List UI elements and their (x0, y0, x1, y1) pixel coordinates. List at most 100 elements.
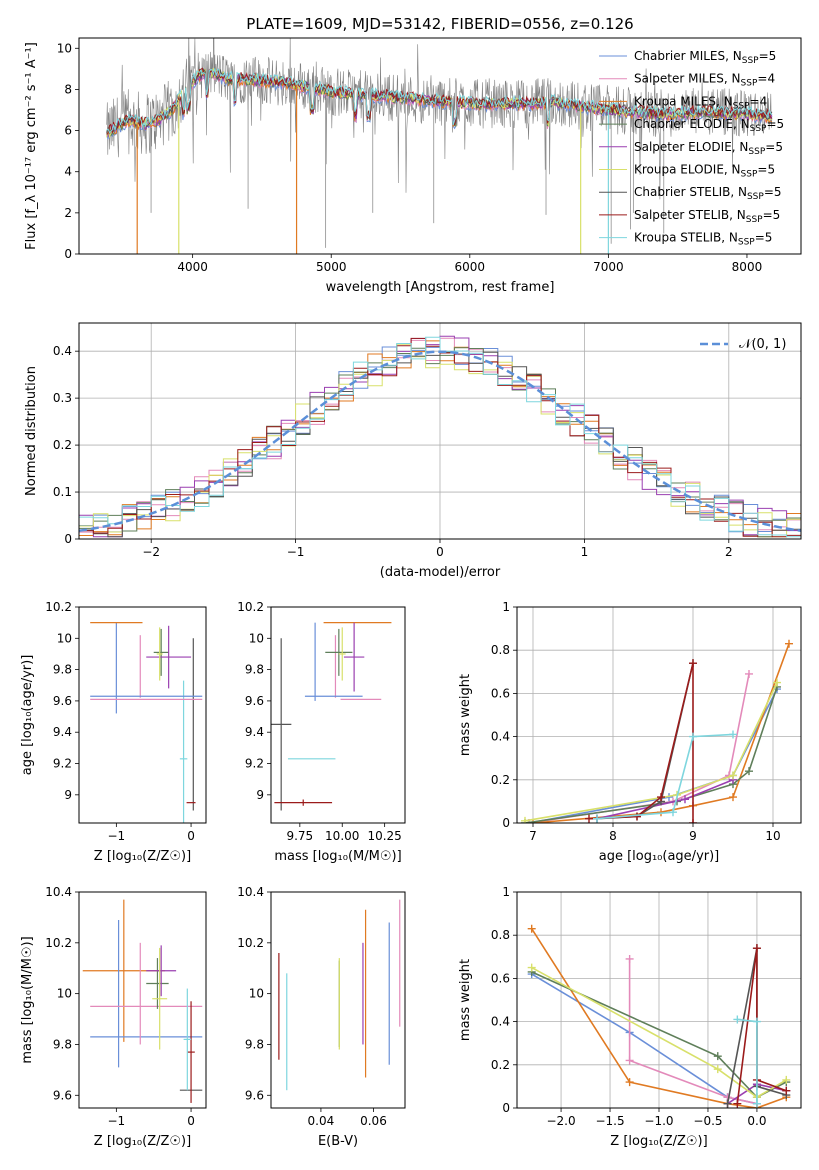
plus-marker (625, 1078, 634, 1087)
mass-vs-EBV-plot-area (278, 899, 401, 1091)
legend-tail: =4 (757, 72, 775, 86)
series-line-group (733, 944, 791, 1108)
series-line (531, 971, 787, 1099)
legend-entry: Chabrier STELIB, NSSP=5 (634, 185, 782, 202)
x-tick-label: 5000 (316, 260, 347, 274)
y-tick-label: 0.8 (491, 643, 510, 657)
y-tick-label: 10.2 (45, 600, 72, 614)
massweight-vs-age-panel: 7 8 9 10 0 0.2 0.4 0.6 0.8 1 age [log₁₀(age/yr)] ma… (458, 600, 802, 864)
x-tick-label: 0 (187, 829, 195, 843)
spectrum-plot-area (106, 38, 773, 254)
plus-marker (782, 1086, 791, 1095)
errorbar-point (325, 628, 353, 676)
axes-frame (270, 891, 406, 1109)
x-tick-label: 10.25 (367, 829, 401, 843)
plus-marker (625, 1056, 634, 1065)
axes-frame (78, 322, 802, 540)
plus-marker (745, 767, 753, 776)
legend-label: Chabrier MILES, N (634, 49, 742, 63)
plus-marker (773, 678, 781, 687)
errorbar-point (343, 622, 365, 692)
legend-entry: Chabrier MILES, NSSP=5 (634, 49, 776, 66)
y-tick-label: 10.2 (237, 936, 264, 950)
legend-label: Chabrier STELIB, N (634, 185, 747, 199)
x-tick-label: 0 (187, 1114, 195, 1128)
y-tick-label: 9.6 (53, 1088, 72, 1102)
axes-frame (78, 891, 207, 1109)
model-spectrum-line (106, 68, 773, 134)
errorbar-point (183, 988, 192, 1091)
y-tick-label: 10 (57, 41, 72, 55)
legend-tail: =5 (757, 163, 775, 177)
y-tick-label: 10.4 (237, 885, 264, 899)
legend-tail: =4 (750, 94, 768, 108)
errorbar-point (146, 945, 177, 997)
x-tick-label: 8 (609, 829, 617, 843)
x-tick-label: 0.04 (308, 1114, 335, 1128)
plus-marker (713, 1065, 722, 1074)
age-vs-mass-plot-area (271, 622, 392, 811)
histogram-step (79, 347, 801, 538)
series-line-group (521, 678, 781, 823)
y-tick-label: 9.4 (53, 725, 72, 739)
errorbar-point (152, 947, 168, 1050)
legend-subscript: SSP (741, 170, 758, 180)
x-tick-label: −1.5 (595, 1114, 624, 1128)
mass-vs-Z-panel: −1 0 9.6 9.8 10 10.2 10.4 Z [log₁₀(Z/Z☉)] mass [… (20, 885, 207, 1149)
y-axis-label: Flux [f_λ 10⁻¹⁷ erg cm⁻² s⁻¹ A⁻¹] (24, 42, 39, 250)
x-tick-label: 4000 (177, 260, 208, 274)
y-tick-label: 8 (64, 82, 72, 96)
legend-label: Kroupa MILES, N (634, 94, 733, 108)
x-tick-label: 10 (765, 829, 780, 843)
plus-marker (633, 812, 641, 821)
y-tick-label: 9.8 (245, 1037, 264, 1051)
y-tick-label: 9.2 (245, 757, 264, 771)
mass-vs-Z-plot-area (82, 899, 203, 1103)
legend-label: Chabrier ELODIE, N (634, 117, 750, 131)
histogram-step (79, 343, 801, 538)
histogram-step (79, 336, 801, 538)
plus-marker (729, 771, 737, 780)
legend-label: Salpeter ELODIE, N (634, 140, 748, 154)
y-axis-label: age [log₁₀(age/yr)] (20, 655, 35, 776)
y-tick-label: 9 (64, 788, 72, 802)
plus-marker (782, 1075, 791, 1084)
x-tick-label: 0.06 (360, 1114, 387, 1128)
x-tick-label: 0.0 (747, 1114, 766, 1128)
legend-entry: Kroupa STELIB, NSSP=5 (634, 231, 772, 248)
errorbar-point (146, 958, 169, 1009)
y-tick-label: 0 (502, 1101, 510, 1115)
x-tick-label: −1 (108, 1114, 126, 1128)
x-tick-label: −1.0 (644, 1114, 673, 1128)
data-spectrum-line (106, 38, 773, 200)
y-axis-label: mass weight (458, 674, 473, 756)
x-tick-label: 0 (436, 545, 444, 559)
legend-subscript: SSP (748, 147, 765, 157)
x-tick-label: 9 (689, 829, 697, 843)
errorbar-point (156, 627, 163, 681)
legend-entry: Kroupa MILES, NSSP=4 (634, 94, 767, 111)
x-tick-label: −1 (108, 829, 126, 843)
plus-marker (745, 669, 753, 678)
y-tick-label: 1 (502, 885, 510, 899)
model-spectrum-line (106, 68, 773, 134)
plus-marker (527, 924, 536, 933)
legend-subscript: SSP (747, 192, 764, 202)
y-axis-label: Normed distribution (24, 366, 39, 496)
series-line (524, 682, 778, 822)
normal-curve (79, 350, 801, 533)
legend-tail: =5 (759, 49, 777, 63)
massweight-vs-Z-plot-area (527, 924, 791, 1108)
x-axis-label: Z [log₁₀(Z/Z☉)] (94, 849, 191, 864)
plus-marker (729, 793, 737, 802)
x-axis-label: Z [log₁₀(Z/Z☉)] (94, 1134, 191, 1149)
legend-subscript: SSP (750, 124, 767, 134)
y-tick-label: 0.6 (491, 971, 510, 985)
legend-label: Kroupa ELODIE, N (634, 163, 741, 177)
plus-marker (681, 795, 689, 804)
series-line (531, 966, 787, 1099)
plus-marker (729, 730, 737, 739)
plus-marker (752, 944, 761, 953)
y-tick-label: 10.4 (45, 885, 72, 899)
y-tick-label: 0 (502, 816, 510, 830)
